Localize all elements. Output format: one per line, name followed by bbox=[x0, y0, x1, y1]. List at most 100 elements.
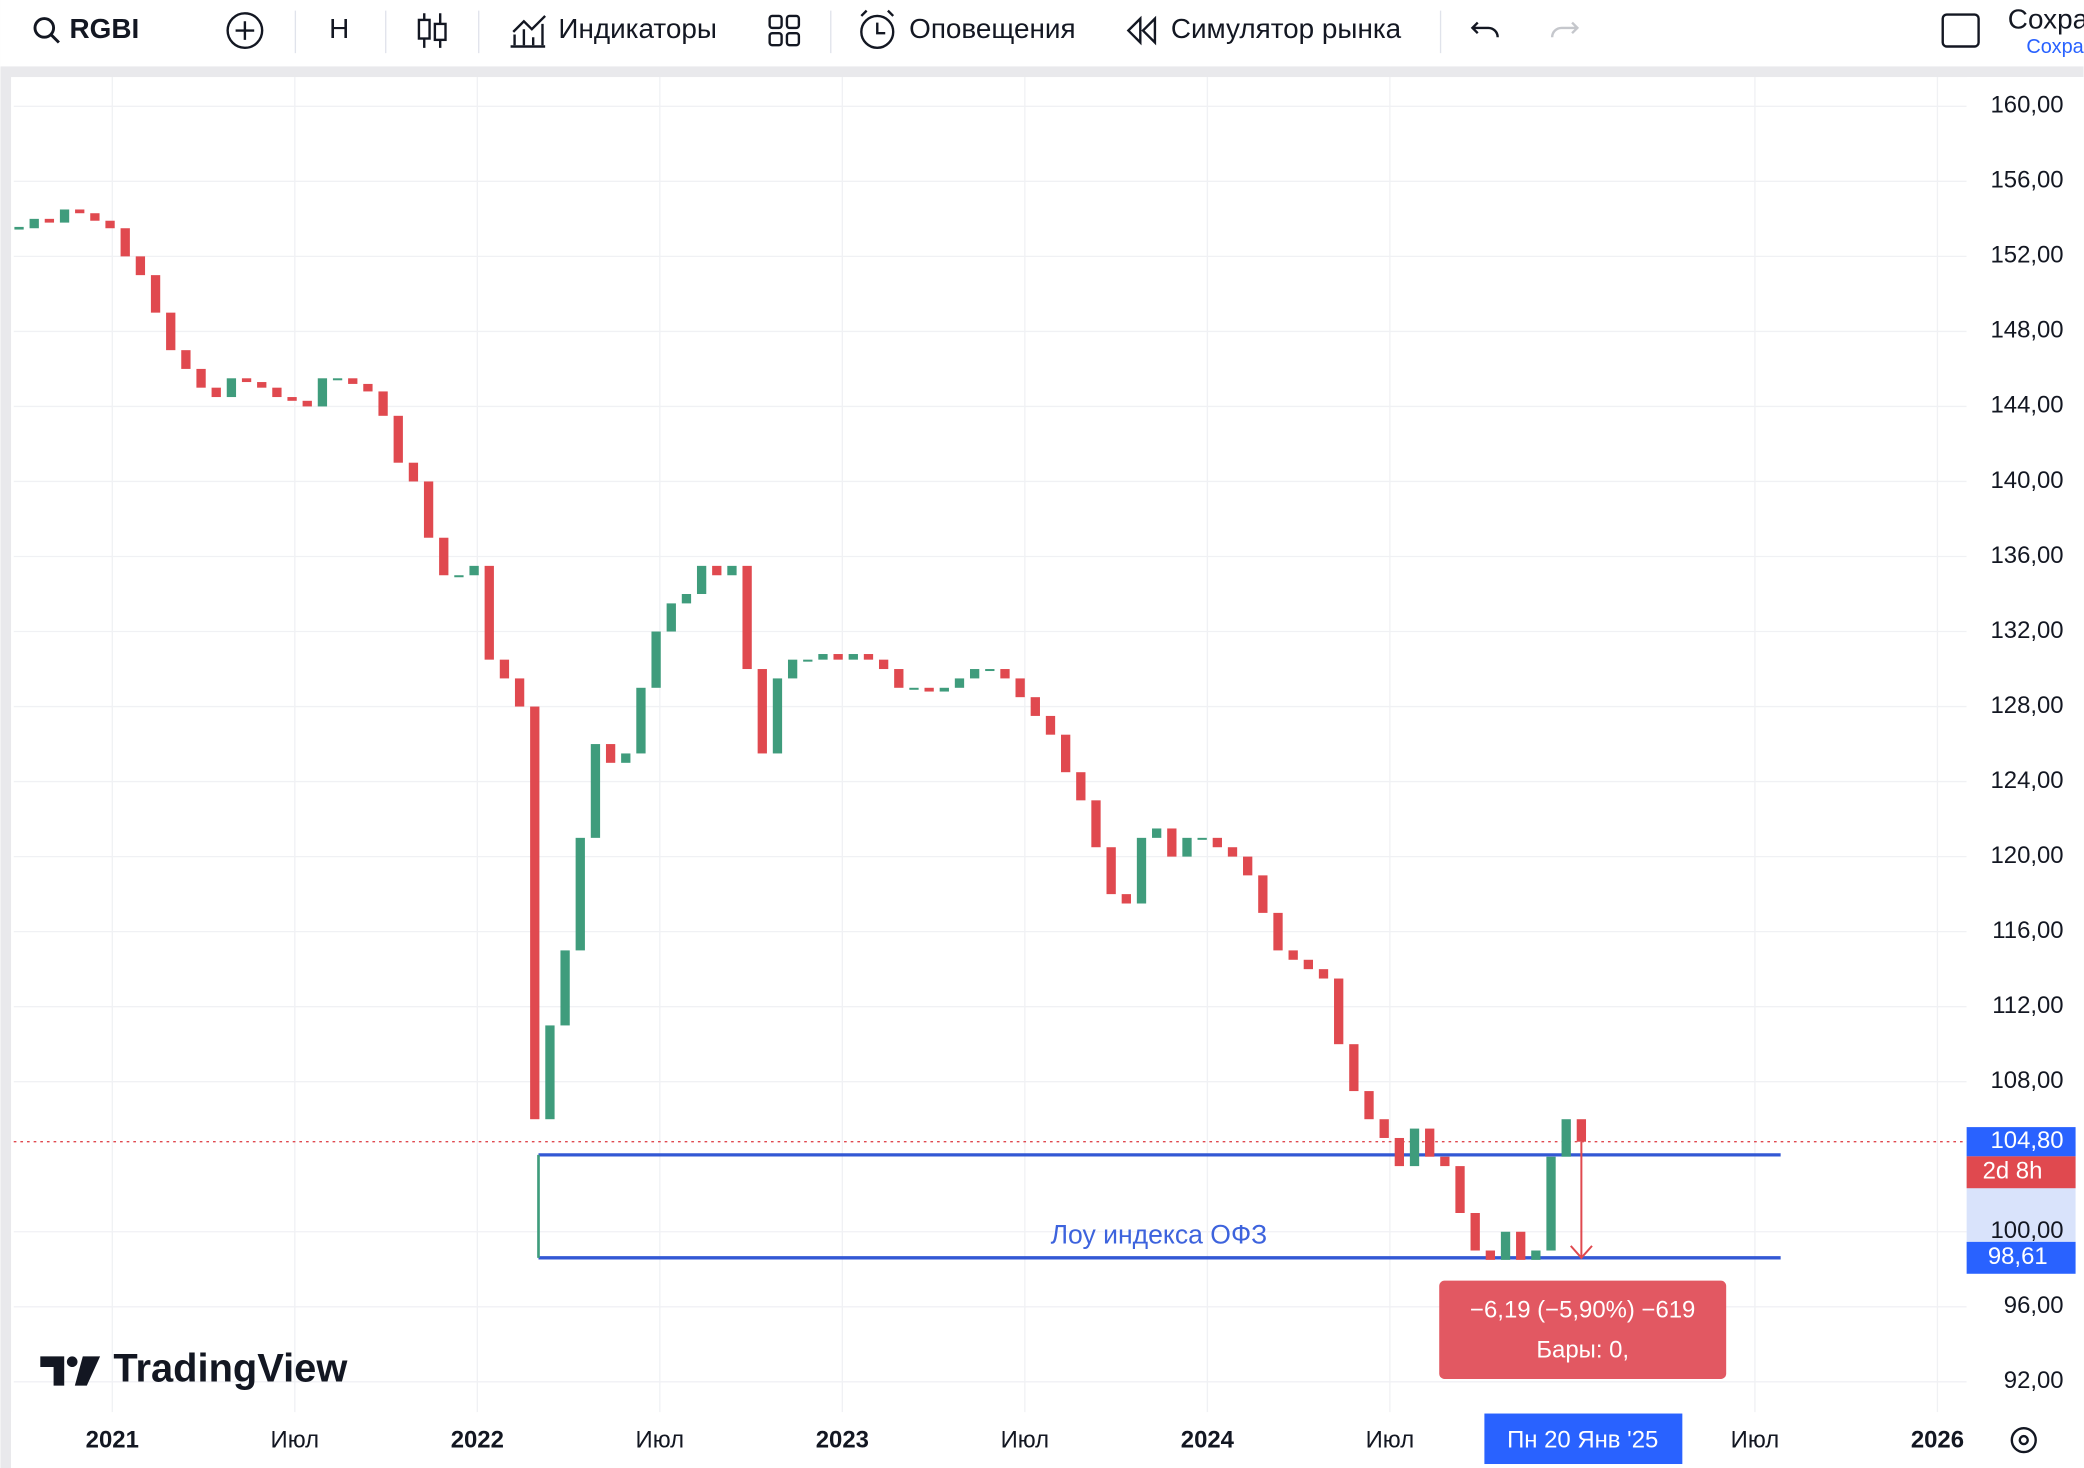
candle bbox=[1394, 1137, 1405, 1167]
candle bbox=[605, 744, 616, 763]
candle bbox=[1303, 959, 1313, 970]
candle bbox=[287, 397, 297, 401]
candle bbox=[772, 678, 783, 754]
countdown-bg bbox=[1966, 1156, 2076, 1189]
candle bbox=[1318, 969, 1329, 979]
gear-center bbox=[2018, 1434, 2029, 1446]
candle bbox=[696, 565, 707, 595]
last-price-label-bg bbox=[1966, 1127, 2076, 1157]
candle bbox=[530, 706, 540, 1120]
candle bbox=[969, 669, 980, 679]
y-tick-label: 96,00 bbox=[2004, 1292, 2064, 1319]
candle bbox=[803, 659, 813, 662]
grid-icon bbox=[768, 32, 783, 47]
x-tick-label: Июл bbox=[1731, 1427, 1780, 1454]
y-tick-label: 116,00 bbox=[1992, 917, 2063, 944]
candle bbox=[1273, 912, 1283, 951]
interval-button[interactable]: Н bbox=[329, 13, 349, 44]
alert-icon-hands bbox=[860, 9, 895, 35]
candle bbox=[1045, 715, 1056, 735]
candle bbox=[818, 654, 828, 660]
candle bbox=[742, 565, 752, 670]
y-tick-label: 108,00 bbox=[1990, 1067, 2063, 1094]
candle bbox=[894, 669, 904, 688]
chart-type-button[interactable] bbox=[417, 13, 447, 48]
x-tick-label: Июл bbox=[636, 1427, 685, 1454]
candle bbox=[514, 678, 525, 707]
grid bbox=[13, 77, 1967, 1413]
candle bbox=[636, 687, 646, 754]
save-button[interactable]: Сохра bbox=[2008, 4, 2084, 35]
candle bbox=[575, 837, 585, 951]
x-tick-label: 2024 bbox=[1181, 1427, 1235, 1454]
candle bbox=[59, 209, 70, 223]
save-sub: Сохра bbox=[2026, 36, 2084, 58]
candle bbox=[1136, 837, 1147, 904]
y-tick-label: 112,00 bbox=[1992, 992, 2063, 1019]
axes: 2021 Июл 2022 Июл 2023 Июл 2024 Июл Июл 2026 160,0… bbox=[86, 92, 2076, 1465]
layout-button[interactable] bbox=[1941, 13, 1980, 48]
y-tick-label: 132,00 bbox=[1990, 617, 2063, 644]
candle bbox=[1197, 837, 1207, 840]
y-tick-label: 140,00 bbox=[1990, 467, 2063, 494]
undo-button[interactable] bbox=[1470, 21, 1499, 38]
candle bbox=[423, 481, 434, 538]
candle bbox=[1243, 856, 1253, 876]
replay-button[interactable]: Симулятор рынка bbox=[1126, 13, 1402, 46]
search-icon-handle bbox=[49, 33, 60, 44]
measure-text: −6,19 (−5,90%) −619 bbox=[1470, 1297, 1695, 1324]
candle bbox=[1091, 800, 1101, 848]
candle bbox=[757, 669, 767, 754]
candle bbox=[1258, 875, 1268, 913]
compare-button[interactable] bbox=[226, 12, 264, 50]
gear-icon bbox=[2010, 1426, 2037, 1454]
candle bbox=[75, 209, 85, 214]
symbol-search[interactable]: RGBI bbox=[33, 13, 139, 44]
candle bbox=[135, 256, 146, 276]
candle bbox=[1015, 678, 1025, 698]
candle bbox=[1121, 894, 1131, 904]
alerts-button[interactable]: Оповещения bbox=[860, 9, 1076, 50]
candle bbox=[681, 594, 692, 604]
candle bbox=[924, 687, 934, 692]
logo-dot bbox=[66, 1356, 78, 1368]
watermark-text: TradingView bbox=[113, 1347, 348, 1391]
candle bbox=[909, 687, 919, 690]
candle bbox=[848, 654, 858, 660]
candle bbox=[727, 565, 737, 576]
candle bbox=[166, 312, 176, 351]
x-tick-label: 2026 bbox=[1911, 1427, 1964, 1454]
y-tick-label: 144,00 bbox=[1990, 392, 2063, 419]
candle bbox=[363, 383, 373, 392]
candle bbox=[545, 1025, 555, 1120]
candle bbox=[590, 744, 601, 838]
candle bbox=[666, 603, 676, 632]
y-tick-label: 120,00 bbox=[1990, 842, 2063, 869]
candle bbox=[302, 400, 312, 407]
plus-sign bbox=[235, 21, 255, 40]
x-tick-label: 2021 bbox=[86, 1427, 139, 1454]
crosshair-price-bg bbox=[1966, 1241, 2076, 1274]
indicators-button[interactable]: Индикаторы bbox=[510, 13, 717, 48]
candle bbox=[211, 387, 221, 398]
y-tick-label: 152,00 bbox=[1990, 242, 2063, 269]
redo-button[interactable] bbox=[1550, 21, 1580, 38]
candle bbox=[1106, 847, 1116, 895]
y-tick-label: 128,00 bbox=[1990, 692, 2063, 719]
replay-icon bbox=[1126, 15, 1157, 46]
measure-box bbox=[1439, 1280, 1727, 1379]
candle bbox=[712, 565, 722, 576]
candle bbox=[1000, 669, 1010, 679]
x-tick-label: Июл bbox=[271, 1427, 320, 1454]
replay-label: Симулятор рынка bbox=[1171, 13, 1402, 44]
settings-button[interactable] bbox=[2010, 1426, 2037, 1454]
grid-icon bbox=[785, 32, 801, 47]
watermark: TradingView bbox=[40, 1347, 348, 1391]
templates-button[interactable] bbox=[768, 14, 801, 47]
y-tick-label: 92,00 bbox=[2004, 1367, 2064, 1394]
indicators-icon bbox=[510, 15, 546, 48]
candle bbox=[196, 368, 206, 388]
candle bbox=[1531, 1250, 1541, 1260]
